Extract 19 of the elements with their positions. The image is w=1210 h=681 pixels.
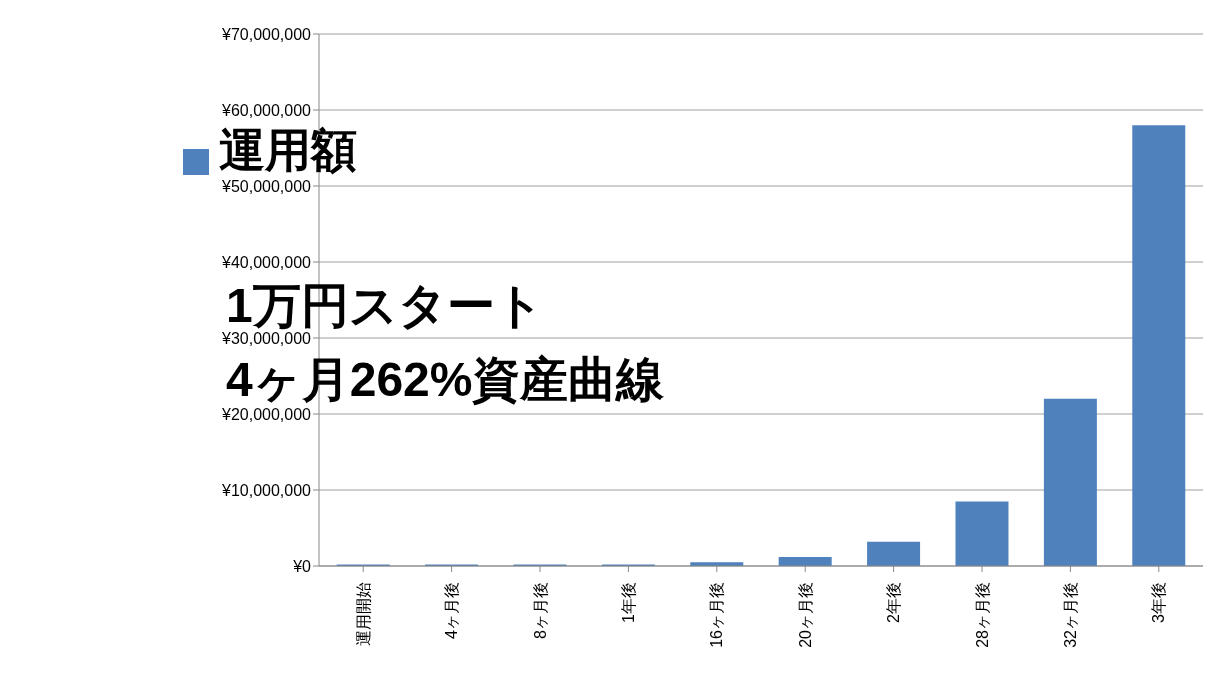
y-tick-label: ¥40,000,000: [221, 253, 312, 271]
legend-label: 運用額: [219, 124, 357, 176]
text: 4ヶ月262%資産曲線: [226, 352, 665, 408]
x-tick-label: 8ヶ月後: [531, 582, 549, 639]
x-tick-label: 32ヶ月後: [1061, 582, 1079, 648]
y-tick-label: ¥50,000,000: [221, 177, 312, 195]
x-tick-label: 28ヶ月後: [973, 582, 991, 648]
x-tick-label: 3年後: [1150, 582, 1168, 623]
y-tick-label: ¥0: [292, 557, 312, 575]
y-tick-label: ¥60,000,000: [221, 101, 312, 119]
x-tick-label: 1年後: [619, 582, 637, 623]
y-tick-label: ¥70,000,000: [221, 25, 312, 43]
x-tick-label: 2年後: [885, 582, 903, 623]
x-tick-label: 20ヶ月後: [796, 582, 814, 648]
x-tick-label: 4ヶ月後: [443, 582, 461, 639]
y-tick-label: ¥10,000,000: [221, 481, 312, 499]
x-tick-label: 運用開始: [354, 582, 372, 646]
x-tick-label: 16ヶ月後: [708, 582, 726, 648]
y-tick-label: ¥20,000,000: [221, 405, 312, 423]
